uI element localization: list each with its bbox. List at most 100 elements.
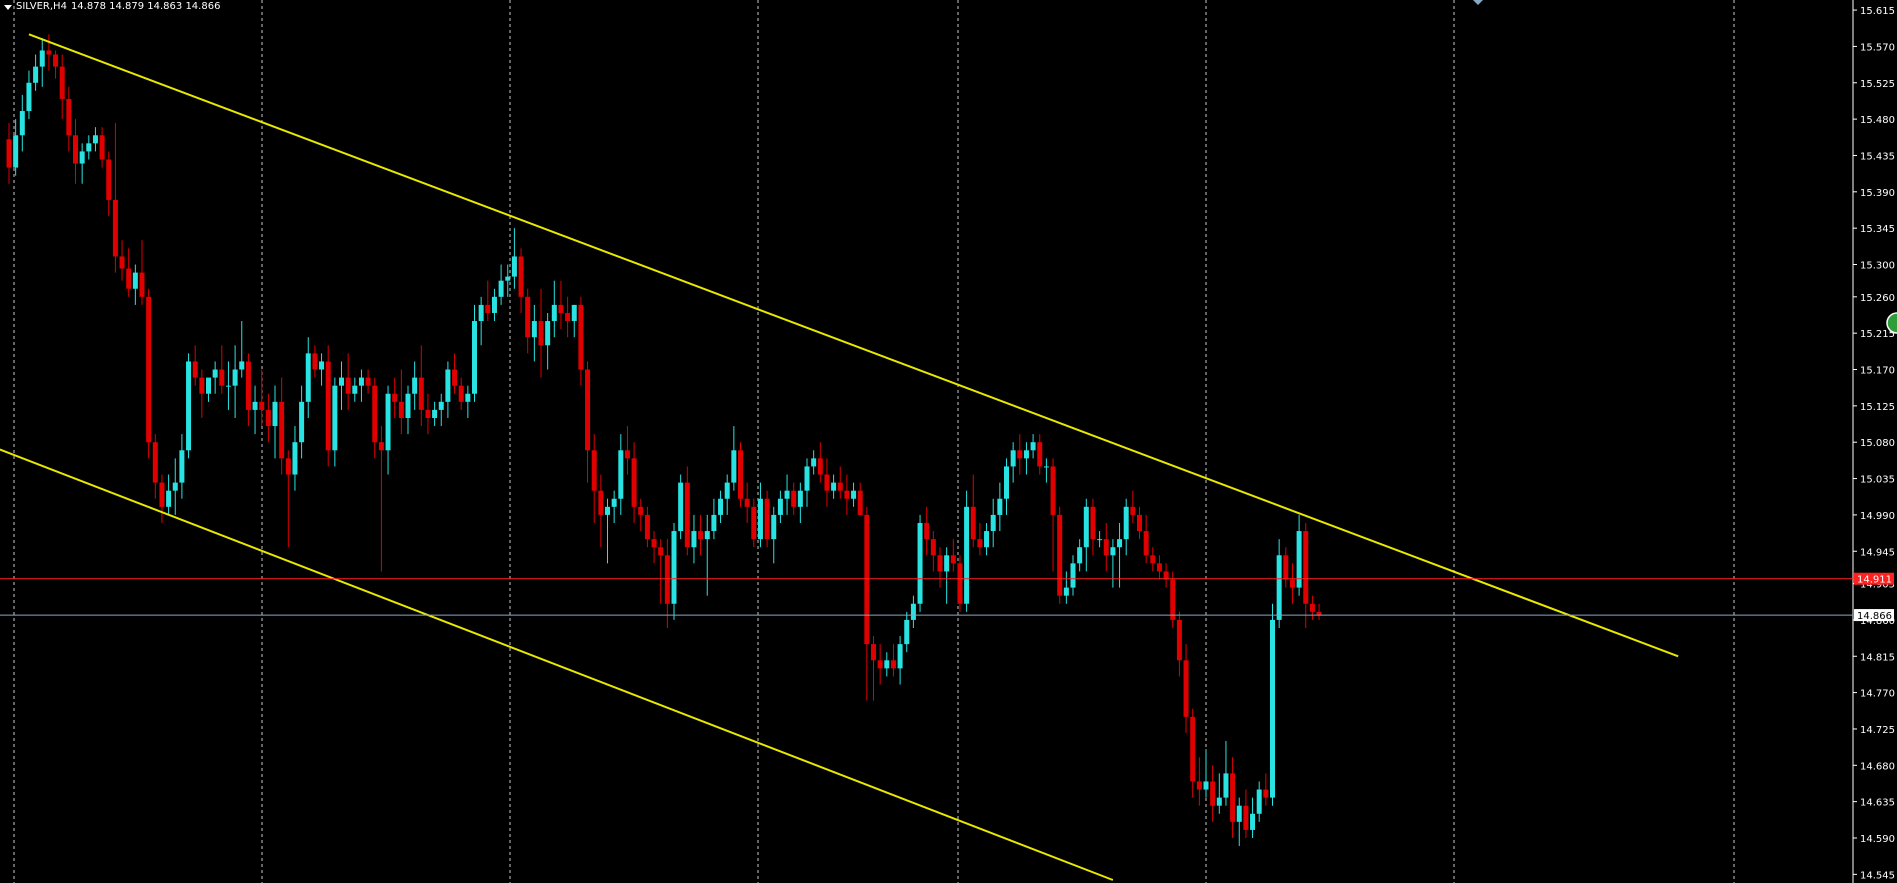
candle-body [585, 369, 591, 451]
candle-body [352, 385, 358, 394]
candle-body [997, 498, 1003, 515]
candle-body [704, 531, 710, 540]
candle-body [977, 539, 983, 548]
y-tick-label: 14.545 [1860, 870, 1895, 881]
y-tick-label: 15.125 [1860, 402, 1895, 413]
candle-body [571, 304, 577, 322]
candle-body [385, 393, 391, 451]
candle-body [272, 401, 278, 427]
candle-body [817, 458, 823, 475]
candle-body [1097, 539, 1103, 541]
candle-body [804, 466, 810, 491]
candle-body [718, 498, 724, 515]
candle-body [378, 442, 384, 451]
candle-body [904, 619, 910, 645]
candle-body [112, 199, 118, 257]
candle-body [738, 450, 743, 499]
candle-body [1017, 450, 1023, 459]
candle-body [1296, 531, 1302, 588]
candle-body [684, 482, 690, 548]
candle-body [644, 514, 650, 540]
candle-body [1010, 450, 1016, 467]
candle-body [192, 361, 198, 378]
candle-body [212, 369, 218, 378]
candle-body [678, 482, 684, 532]
candle-body [1037, 442, 1043, 467]
alert-line-tag-label: 14.911 [1857, 575, 1892, 586]
candle-body [319, 361, 325, 370]
y-tick-label: 14.905 [1860, 580, 1895, 591]
candle-body [1090, 506, 1096, 540]
candle-body [339, 377, 344, 386]
y-tick-label: 14.945 [1860, 547, 1895, 558]
candle-body [438, 401, 444, 410]
candle-body [884, 660, 890, 669]
y-tick-label: 15.615 [1860, 6, 1895, 17]
candle-body [418, 377, 424, 410]
candle-body [1004, 466, 1009, 499]
candle-body [126, 268, 132, 289]
candle-body [638, 506, 644, 515]
candle-body [671, 531, 677, 604]
candle-body [485, 304, 491, 313]
candle-body [172, 482, 178, 491]
ohlc-readout: 14.878 14.879 14.863 14.866 [70, 1, 221, 12]
candle-body [132, 272, 138, 289]
candle-body [824, 474, 830, 491]
candle-body [372, 385, 378, 443]
candle-body [465, 393, 471, 402]
candle-body [844, 490, 850, 499]
candle-body [491, 296, 497, 313]
candle-body [518, 256, 524, 297]
candle-body [219, 369, 225, 386]
candle-body [1077, 547, 1083, 564]
candle-body [984, 531, 990, 548]
candle-body [1176, 619, 1182, 661]
candle-body [1236, 805, 1242, 822]
candle-body [950, 555, 956, 564]
candle-body [1250, 813, 1256, 830]
candle-body [452, 369, 458, 386]
candle-body [591, 450, 597, 491]
bid-line-tag-label: 14.866 [1857, 611, 1892, 622]
candle-body [445, 369, 451, 402]
candle-body [46, 50, 52, 55]
candle-body [225, 385, 231, 387]
y-tick-label: 15.080 [1860, 438, 1895, 449]
y-tick-label: 14.990 [1860, 511, 1895, 522]
candle-body [890, 660, 896, 669]
candle-body [458, 385, 464, 402]
candle-body [252, 401, 258, 410]
candle-body [1023, 450, 1029, 459]
candle-body [797, 490, 803, 507]
candle-body [618, 450, 624, 499]
candle-body [1303, 531, 1309, 604]
candle-body [1256, 789, 1262, 814]
candle-body [744, 498, 750, 507]
candle-body [877, 660, 883, 669]
candle-body [425, 409, 431, 418]
candle-body [831, 482, 837, 491]
candle-body [159, 482, 165, 507]
candle-body [146, 296, 152, 443]
candle-body [279, 401, 285, 459]
candle-body [611, 498, 617, 507]
candle-body [1070, 563, 1076, 588]
candle-body [605, 506, 610, 515]
candle-body [930, 539, 936, 556]
dropdown-arrow-icon[interactable] [4, 4, 12, 10]
candle-body [1170, 579, 1176, 620]
candle-body [751, 506, 757, 540]
candle-body [432, 409, 438, 418]
candle-body [691, 531, 697, 548]
candle-body [392, 393, 398, 402]
candle-body [312, 353, 318, 370]
candle-body [186, 361, 192, 451]
candle-body [924, 522, 930, 540]
candle-body [1083, 506, 1089, 548]
candle-body [698, 531, 704, 540]
candle-body [711, 514, 717, 532]
y-tick-label: 15.215 [1860, 329, 1895, 340]
